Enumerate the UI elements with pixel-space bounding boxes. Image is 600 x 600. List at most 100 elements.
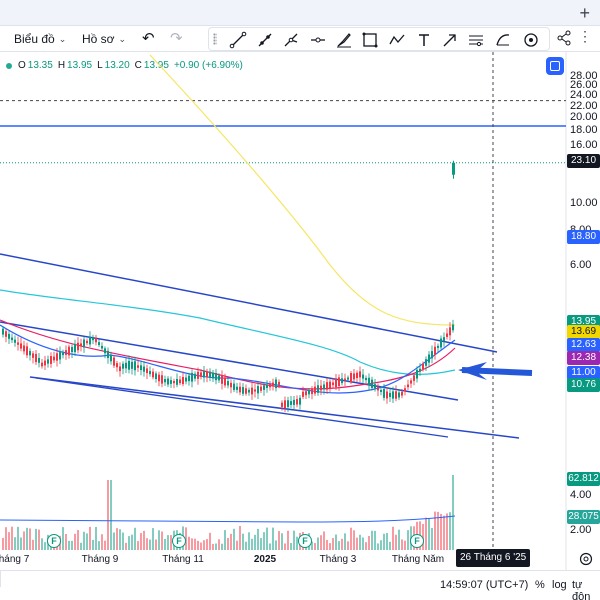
volume-bar: [377, 543, 379, 550]
volume-bar: [131, 534, 133, 550]
candle-body: [227, 381, 229, 386]
volume-bar: [23, 531, 25, 550]
candle-body: [290, 401, 292, 405]
candle-body: [161, 375, 163, 384]
volume-bar: [395, 534, 397, 550]
new-tab-plus-icon[interactable]: +: [579, 3, 590, 23]
candle-body: [125, 362, 127, 369]
candle-body: [101, 345, 103, 349]
candle-body: [20, 343, 22, 349]
path-icon[interactable]: [388, 31, 408, 49]
candle-body: [356, 372, 358, 379]
volume-bar: [44, 542, 46, 550]
candle-body: [215, 372, 217, 381]
dividend-marker[interactable]: F: [410, 534, 424, 548]
undo-icon[interactable]: ↶: [142, 30, 155, 47]
candle-body: [218, 375, 220, 381]
more-options-icon[interactable]: ⋮: [578, 28, 592, 44]
candle-body: [194, 373, 196, 379]
price-tick: 24.00: [570, 88, 598, 101]
arrow-icon[interactable]: [441, 31, 461, 49]
price-tick: 18.00: [570, 124, 598, 137]
redo-icon[interactable]: ↷: [170, 30, 183, 47]
candle-body: [68, 346, 70, 356]
volume-bar: [185, 527, 187, 550]
volume-bar: [215, 543, 217, 550]
chevron-down-icon: ⌄: [58, 33, 67, 44]
dividend-marker[interactable]: F: [298, 534, 312, 548]
candle-body: [323, 384, 325, 390]
close-value: 13.95: [143, 60, 169, 71]
time-tick: Tháng 11: [162, 554, 204, 565]
channel-lower-line: [29, 376, 520, 439]
parallel-channel-icon[interactable]: [467, 31, 487, 49]
volume-bar: [281, 533, 283, 550]
volume-bar: [92, 539, 94, 550]
candle-body: [14, 339, 16, 343]
candle-body: [320, 385, 322, 391]
volume-bar: [371, 530, 373, 550]
candle-body: [209, 371, 211, 378]
candle-body: [83, 339, 85, 348]
horizontal-line-icon[interactable]: [309, 31, 329, 49]
volume-bar: [446, 513, 448, 550]
volume-bar: [293, 530, 295, 550]
log-scale-toggle[interactable]: log: [552, 579, 567, 591]
volume-bar: [17, 526, 19, 550]
price-label: 13.69: [567, 325, 600, 339]
price-chart[interactable]: [0, 52, 600, 570]
price-label: 12.38: [567, 351, 600, 365]
open-value: 13.35: [27, 60, 53, 71]
volume-bar: [203, 540, 205, 550]
ray-line-icon[interactable]: [256, 31, 276, 49]
candle-body: [182, 376, 184, 385]
percent-scale-toggle[interactable]: %: [535, 579, 545, 591]
trend-line-icon[interactable]: [229, 31, 249, 49]
candle-body: [278, 381, 280, 385]
volume-bar: [431, 527, 433, 550]
candle-body: [308, 390, 310, 395]
target-icon[interactable]: [522, 31, 542, 49]
text-icon[interactable]: [415, 31, 435, 49]
volume-bar: [359, 534, 361, 550]
volume-bar: [275, 540, 277, 550]
scale-settings-icon[interactable]: [578, 551, 594, 567]
volume-bar: [14, 537, 16, 550]
template-dropdown[interactable]: Hồ sơ ⌄: [82, 30, 126, 48]
clock-time[interactable]: 14:59:07 (UTC+7): [440, 579, 529, 591]
volume-bar: [134, 527, 136, 550]
auto-scale-toggle[interactable]: tự độn: [572, 579, 591, 600]
candle-body: [392, 391, 394, 399]
candle-body: [380, 389, 382, 393]
candle-body: [425, 359, 427, 366]
candle-body: [206, 371, 208, 378]
candle-body: [398, 392, 400, 398]
dividend-marker[interactable]: F: [47, 534, 61, 548]
candle-body: [416, 369, 418, 379]
curve-icon[interactable]: [494, 31, 514, 49]
candle-body: [104, 348, 106, 354]
volume-bar: [116, 528, 118, 550]
drag-handle-icon[interactable]: [213, 33, 217, 45]
volume-bar: [287, 530, 289, 550]
candle-body: [95, 337, 97, 343]
price-label: 11.00: [567, 366, 600, 380]
volume-bar: [38, 529, 40, 550]
volume-bar: [389, 541, 391, 550]
change-value: +0.90 (+6.90%): [173, 60, 243, 71]
brush-icon[interactable]: [335, 31, 355, 49]
volume-bar: [65, 533, 67, 550]
volume-bar: [80, 542, 82, 550]
share-icon[interactable]: [556, 30, 572, 46]
rectangle-icon[interactable]: [361, 31, 381, 49]
candle-body: [437, 345, 439, 348]
ma-cyan-line: [0, 289, 456, 375]
volume-bar: [440, 513, 442, 550]
dividend-marker[interactable]: F: [172, 534, 186, 548]
fork-icon[interactable]: [282, 31, 302, 49]
volume-bar: [317, 537, 319, 550]
object-tree-icon[interactable]: [546, 57, 564, 75]
candle-body: [281, 402, 283, 407]
candle-body: [293, 399, 295, 405]
chart-type-dropdown[interactable]: Biểu đồ ⌄: [14, 30, 66, 48]
